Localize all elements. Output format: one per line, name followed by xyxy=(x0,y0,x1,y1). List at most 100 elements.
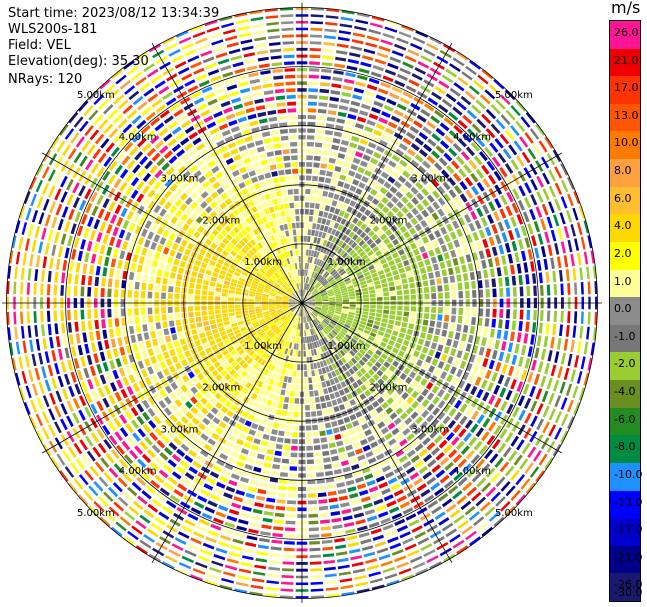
velocity-gate xyxy=(437,197,446,206)
velocity-gate xyxy=(309,397,315,404)
velocity-gate xyxy=(335,336,341,342)
velocity-gate xyxy=(352,217,359,225)
velocity-gate xyxy=(297,323,300,330)
velocity-gate xyxy=(324,272,330,279)
velocity-gate xyxy=(369,289,376,294)
velocity-gate xyxy=(313,438,320,444)
velocity-gate xyxy=(295,322,299,330)
velocity-gate xyxy=(448,111,459,121)
velocity-gate xyxy=(525,482,536,494)
velocity-gate xyxy=(322,329,328,335)
velocity-gate xyxy=(423,549,436,558)
velocity-gate xyxy=(249,290,256,295)
velocity-gate xyxy=(47,169,56,182)
velocity-gate xyxy=(331,179,338,186)
velocity-gate xyxy=(212,417,221,425)
velocity-gate xyxy=(327,227,333,234)
velocity-gate xyxy=(399,372,407,381)
velocity-gate xyxy=(337,342,344,349)
velocity-gate xyxy=(95,265,101,276)
velocity-gate xyxy=(471,104,482,115)
velocity-gate xyxy=(174,61,187,69)
velocity-gate xyxy=(546,216,553,229)
velocity-gate xyxy=(299,316,301,324)
velocity-gate xyxy=(402,137,412,146)
velocity-gate xyxy=(230,250,237,257)
velocity-gate xyxy=(401,206,409,214)
velocity-gate xyxy=(169,194,178,203)
velocity-gate xyxy=(336,304,343,306)
velocity-gate xyxy=(307,466,315,471)
velocity-gate xyxy=(281,368,286,375)
velocity-gate xyxy=(396,201,404,209)
velocity-gate xyxy=(448,130,459,140)
velocity-gate xyxy=(399,97,411,105)
velocity-gate xyxy=(552,270,557,283)
velocity-gate xyxy=(431,178,440,188)
velocity-gate xyxy=(554,166,563,179)
velocity-gate xyxy=(257,270,264,276)
velocity-gate xyxy=(469,536,481,546)
velocity-gate xyxy=(461,333,467,342)
velocity-gate xyxy=(265,587,279,591)
velocity-gate xyxy=(222,183,231,191)
velocity-gate xyxy=(120,308,126,317)
velocity-gate xyxy=(216,139,225,147)
velocity-gate xyxy=(293,292,299,298)
velocity-gate xyxy=(138,256,145,265)
velocity-gate xyxy=(196,254,204,261)
velocity-gate xyxy=(484,449,494,460)
velocity-gate xyxy=(119,79,131,90)
velocity-gate xyxy=(137,458,147,468)
velocity-gate xyxy=(322,301,329,303)
velocity-gate xyxy=(241,329,248,335)
velocity-gate xyxy=(162,229,170,238)
velocity-gate xyxy=(312,272,317,279)
velocity-gate xyxy=(300,316,302,324)
velocity-gate xyxy=(228,308,235,313)
velocity-gate xyxy=(383,361,391,369)
velocity-gate xyxy=(304,377,308,384)
velocity-gate xyxy=(379,411,388,419)
velocity-gate xyxy=(313,383,318,390)
velocity-gate xyxy=(415,416,424,425)
velocity-gate xyxy=(281,300,289,302)
velocity-gate xyxy=(146,449,156,459)
velocity-gate xyxy=(320,253,325,260)
velocity-gate xyxy=(313,310,320,315)
velocity-gate xyxy=(316,361,321,369)
velocity-gate xyxy=(325,219,331,226)
velocity-gate xyxy=(110,338,117,348)
velocity-gate xyxy=(67,235,73,247)
velocity-gate xyxy=(164,212,173,221)
velocity-gate xyxy=(235,489,245,496)
velocity-gate xyxy=(219,453,228,461)
velocity-gate xyxy=(213,517,224,525)
velocity-gate xyxy=(228,163,237,171)
velocity-gate xyxy=(308,277,313,285)
velocity-gate xyxy=(196,278,203,284)
velocity-gate xyxy=(207,500,218,508)
velocity-gate xyxy=(434,368,442,377)
velocity-gate xyxy=(276,329,282,335)
velocity-gate xyxy=(14,326,18,340)
velocity-gate xyxy=(290,459,298,465)
velocity-gate xyxy=(465,407,474,417)
velocity-gate xyxy=(335,255,342,262)
velocity-gate xyxy=(342,466,351,473)
velocity-gate xyxy=(206,121,217,129)
velocity-gate xyxy=(485,348,492,358)
velocity-gate xyxy=(294,291,299,298)
velocity-gate xyxy=(459,256,466,265)
velocity-gate xyxy=(102,170,111,181)
velocity-gate xyxy=(538,272,543,284)
velocity-gate xyxy=(114,431,123,442)
velocity-gate xyxy=(435,452,445,461)
velocity-gate xyxy=(223,382,231,390)
velocity-gate xyxy=(503,376,511,387)
velocity-gate xyxy=(414,460,424,469)
velocity-gate xyxy=(305,256,308,263)
velocity-gate xyxy=(238,568,252,574)
velocity-gate xyxy=(318,323,324,330)
velocity-gate xyxy=(431,418,440,428)
